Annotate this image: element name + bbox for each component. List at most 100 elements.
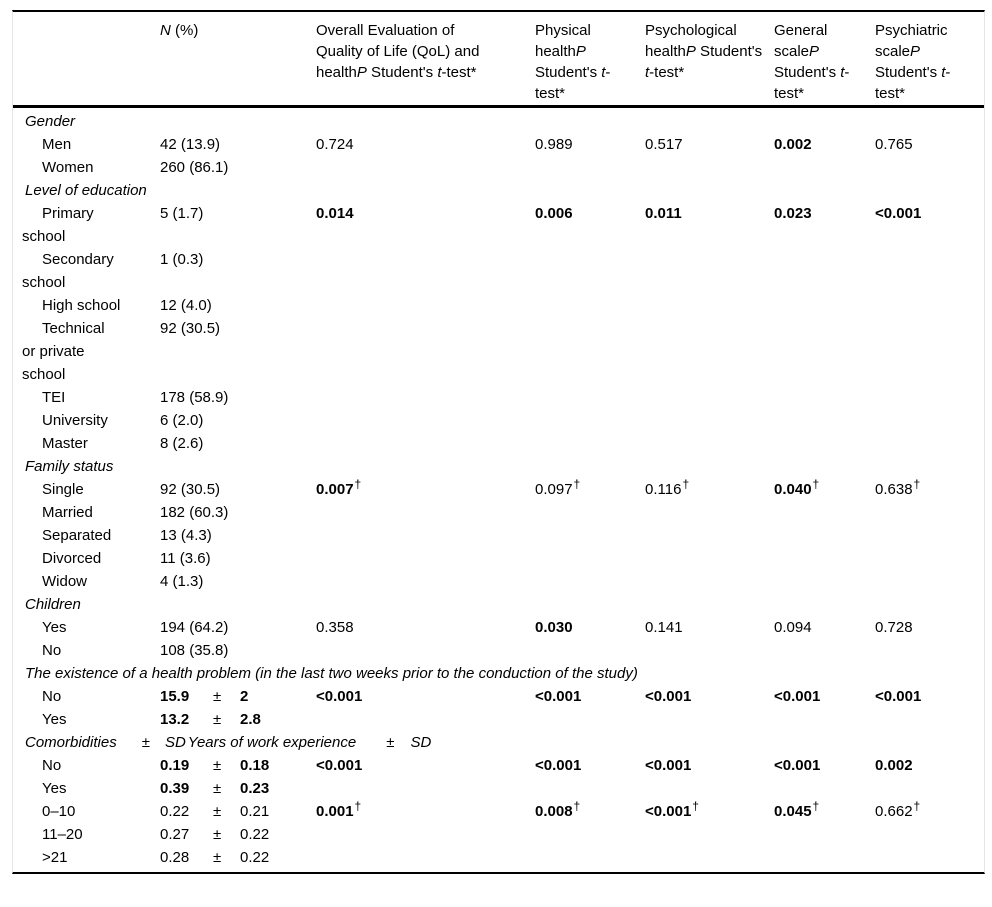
row-label: Yes	[42, 619, 67, 636]
cell-qol	[316, 294, 535, 317]
p-value: 0.045	[774, 803, 812, 820]
table-body: Gender Men 42 (13.9) 0.724 0.989 0.517 0.002 0.…	[13, 108, 984, 872]
mean-value: 0.22	[160, 803, 190, 820]
cell-phys	[535, 570, 645, 593]
section-row: Children	[25, 596, 81, 613]
cell-gen: 0.040†	[774, 478, 875, 501]
p-value: <0.001	[774, 757, 821, 774]
cell-psy	[875, 409, 984, 432]
cell-psy	[875, 524, 984, 547]
mean-value: 0.19	[160, 757, 190, 774]
p-value: <0.001	[316, 688, 363, 705]
cell-qol	[316, 570, 535, 593]
table-row: No 108 (35.8)	[13, 639, 984, 662]
cell-psy: 0.765	[875, 133, 984, 156]
cell-qol	[316, 386, 535, 409]
sd-value: 2	[240, 688, 249, 705]
cell-qol	[316, 547, 535, 570]
p-value: 0.765	[875, 136, 913, 153]
cell-qol	[316, 501, 535, 524]
cell-psy	[875, 156, 984, 179]
sd-value: 0.21	[240, 803, 270, 820]
row-label: No	[42, 688, 62, 705]
table-row: Divorced 11 (3.6)	[13, 547, 984, 570]
cell-n: 13 (4.3)	[160, 527, 212, 544]
cell-phys	[535, 156, 645, 179]
cell-n: 0.28 ±0.22	[160, 846, 316, 869]
table-row: No 0.19 ±0.18 <0.001 <0.001 <0.001 <0.001 0.002	[13, 754, 984, 777]
header-text-run: Student's	[366, 64, 438, 81]
dagger-marker: †	[682, 477, 690, 491]
cell-psy	[875, 317, 984, 386]
cell-psy: <0.001	[875, 202, 984, 248]
header-text-run: P	[356, 64, 367, 81]
header-text-run: Overall Evaluation of Quality of Life (Q…	[316, 22, 480, 81]
cell-psy: 0.002	[875, 754, 984, 777]
cell-n: 1 (0.3)	[160, 251, 204, 268]
cell-psych: 0.011	[645, 202, 774, 248]
section-segment: ±	[141, 734, 150, 751]
plus-minus-sign: ±	[213, 757, 222, 774]
cell-qol: 0.014	[316, 202, 535, 248]
cell-psy	[875, 777, 984, 800]
section-segment: Comorbidities	[25, 734, 117, 751]
cell-gen: 0.045†	[774, 800, 875, 823]
row-label: Technical or private school	[22, 320, 105, 383]
table-row: High school 12 (4.0)	[13, 294, 984, 317]
table-row: No 15.9 ±2 <0.001 <0.001 <0.001 <0.001 <0.001	[13, 685, 984, 708]
cell-n: 15.9 ±2	[160, 685, 316, 708]
header-text-run: t	[645, 64, 650, 81]
header-cell-gen: General scaleP Student's t-test*	[774, 20, 875, 104]
header-text-run: (%)	[170, 22, 199, 39]
stats-table: N (%) Overall Evaluation of Quality of Li…	[12, 10, 985, 874]
p-value: <0.001	[875, 205, 922, 222]
mean-value: 0.28	[160, 849, 190, 866]
p-value: 0.014	[316, 205, 354, 222]
row-label: No	[42, 642, 62, 659]
header-text-run: Student's	[695, 43, 763, 60]
header-text-run: P	[910, 43, 921, 60]
header-text-run: General scale	[774, 22, 828, 60]
cell-psy	[875, 570, 984, 593]
p-value: 0.724	[316, 136, 354, 153]
header-text-run: -test*	[774, 64, 850, 102]
cell-gen	[774, 409, 875, 432]
cell-psych	[645, 294, 774, 317]
cell-phys: <0.001	[535, 685, 645, 708]
cell-phys	[535, 846, 645, 869]
cell-n: 13.2 ±2.8	[160, 708, 316, 731]
p-value: 0.989	[535, 136, 573, 153]
sd-value: 0.18	[240, 757, 270, 774]
cell-gen	[774, 317, 875, 386]
cell-n: 12 (4.0)	[160, 297, 212, 314]
dagger-marker: †	[913, 799, 921, 813]
header-text-run: P	[685, 43, 696, 60]
cell-psy	[875, 708, 984, 731]
cell-phys	[535, 432, 645, 455]
cell-psy	[875, 248, 984, 294]
cell-gen	[774, 777, 875, 800]
dagger-marker: †	[692, 799, 699, 813]
cell-psych	[645, 386, 774, 409]
cell-n: 4 (1.3)	[160, 573, 204, 590]
cell-gen	[774, 432, 875, 455]
section-segment: ±	[386, 734, 395, 751]
cell-phys: <0.001	[535, 754, 645, 777]
cell-n: 0.39 ±0.23	[160, 777, 316, 800]
cell-psych: 0.141	[645, 616, 774, 639]
cell-psych	[645, 156, 774, 179]
header-text-run: Psychiatric scale	[875, 22, 948, 60]
sd-value: 2.8	[240, 711, 261, 728]
cell-gen: <0.001	[774, 685, 875, 708]
cell-qol	[316, 317, 535, 386]
table-row: TEI 178 (58.9)	[13, 386, 984, 409]
p-value: 0.638	[875, 481, 913, 498]
cell-gen	[774, 639, 875, 662]
table-row: Primary school 5 (1.7) 0.014 0.006 0.011 0.02…	[13, 202, 984, 248]
dagger-marker: †	[812, 477, 820, 491]
section-segment: SD	[410, 734, 432, 751]
cell-n: 42 (13.9)	[160, 136, 221, 153]
row-label: Divorced	[42, 550, 102, 567]
cell-psy	[875, 386, 984, 409]
cell-psych: <0.001	[645, 685, 774, 708]
